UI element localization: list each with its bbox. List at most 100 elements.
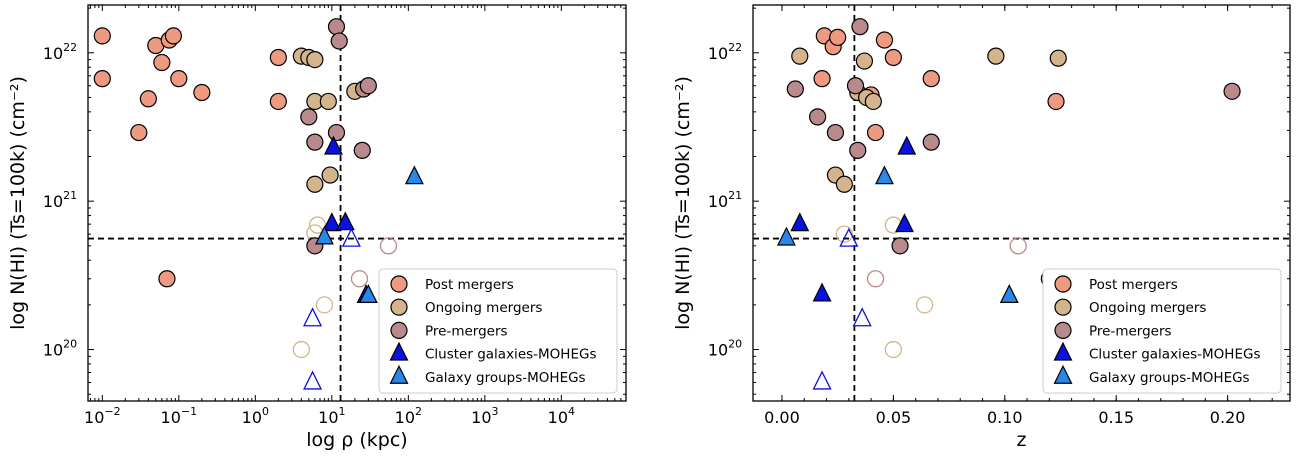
data-point-post [130, 123, 148, 142]
y-tick-label: 1022 [43, 41, 77, 63]
data-point-pre-open [350, 270, 369, 288]
data-point-ongoing [321, 166, 339, 184]
data-point-ongoing-open [835, 225, 854, 243]
legend-marker-pre [390, 321, 408, 339]
data-point-pre [300, 108, 318, 126]
data-point-pre [786, 80, 804, 98]
y-axis-label: log N(HI) (Ts=100k) (cm⁻²) [7, 76, 29, 330]
data-point-pre-open [866, 270, 885, 288]
data-point-post [1047, 92, 1065, 111]
data-point-post [875, 31, 894, 49]
data-point-groups [358, 283, 378, 303]
data-point-cluster-open [839, 227, 859, 247]
chart-panel-redshift: 0.00 0.05 0.10 0.15 0.20 1020 1021 1022 z log N(H… [672, 4, 1291, 451]
x-tick-label: 101 [318, 405, 345, 427]
y-tick-label: 1020 [43, 338, 77, 360]
plot-frame [752, 4, 1291, 402]
legend-label-pre: Pre-mergers [425, 323, 508, 339]
data-point-groups [404, 165, 424, 185]
data-point-pre [359, 77, 377, 95]
legend-label-post: Post mergers [425, 277, 514, 293]
legend-marker-ongoing [1054, 298, 1072, 316]
data-point-post [93, 70, 111, 88]
data-point-groups [314, 225, 334, 245]
data-point-ongoing [864, 92, 882, 111]
x-tick-label: 0.00 [764, 408, 800, 427]
x-tick-label: 103 [471, 405, 498, 427]
x-tick-label: 102 [395, 405, 422, 427]
data-point-post [153, 53, 171, 72]
data-point-pre [327, 123, 346, 142]
data-point-pre [849, 141, 867, 159]
x-tick-label: 0.15 [1098, 408, 1134, 427]
x-tick-label: 10−1 [161, 405, 198, 427]
legend-marker-ongoing [390, 298, 408, 316]
data-point-post [164, 27, 183, 45]
data-point-post [158, 270, 176, 288]
y-axis-label: log N(HI) (Ts=100k) (cm⁻²) [672, 76, 694, 330]
legend: Post mergers Ongoing mergers Pre-mergers Cl… [1042, 268, 1282, 394]
data-point-groups [776, 226, 796, 246]
legend-label-pre: Pre-mergers [1089, 323, 1172, 339]
x-axis-label: log ρ (kpc) [306, 429, 407, 451]
data-point-ongoing-open [292, 340, 311, 359]
data-point-pre-open [1009, 237, 1027, 255]
plot-frame [87, 4, 627, 402]
data-point-cluster [897, 135, 917, 155]
data-point-pre [306, 133, 324, 151]
data-point-post [193, 83, 211, 102]
legend-box [378, 268, 618, 394]
legend-label-groups: Galaxy groups-MOHEGs [425, 370, 586, 386]
y-tick-label: 1021 [43, 189, 77, 211]
chart-panel-rho: 10−2 10−1 100 101 102 103 104 1020 1021 1022 log ρ… [7, 4, 627, 451]
data-point-cluster [323, 135, 343, 155]
data-point-post [269, 48, 287, 67]
data-point-post [922, 70, 940, 88]
x-tick-label: 0.10 [987, 408, 1023, 427]
data-point-pre-open [379, 237, 398, 255]
data-point-pre [353, 141, 371, 159]
legend-label-groups: Galaxy groups-MOHEGs [1089, 370, 1250, 386]
legend-marker-post [1054, 275, 1072, 293]
data-point-pre [809, 108, 827, 126]
data-point-post [884, 48, 902, 67]
data-point-cluster [895, 213, 914, 233]
x-tick-label: 0.05 [876, 408, 912, 427]
legend-marker-groups [389, 364, 409, 384]
data-point-pre [330, 32, 348, 50]
data-point-ongoing [306, 175, 324, 193]
legend-marker-pre [1054, 321, 1072, 339]
data-point-pre [1223, 82, 1241, 100]
x-tick-label: 104 [548, 405, 575, 427]
data-point-pre [826, 123, 845, 142]
data-point-cluster [322, 212, 342, 232]
legend-marker-cluster [389, 341, 409, 361]
data-point-ongoing [1049, 49, 1067, 67]
legend-label-post: Post mergers [1089, 277, 1178, 293]
data-point-post [813, 70, 831, 88]
y-tick-label: 1022 [708, 41, 742, 63]
data-point-post [829, 28, 847, 47]
data-point-pre [922, 133, 940, 151]
legend-marker-groups [1053, 364, 1073, 384]
data-point-ongoing-open [315, 296, 334, 314]
data-point-pre [851, 18, 869, 36]
data-point-cluster [335, 211, 355, 231]
data-point-cluster [812, 282, 832, 302]
data-point-groups [999, 283, 1019, 303]
data-point-cluster-open [812, 370, 832, 390]
data-point-cluster-open [341, 227, 361, 247]
data-point-ongoing [319, 92, 337, 111]
legend-label-cluster: Cluster galaxies-MOHEGs [1089, 347, 1260, 363]
data-point-post [269, 92, 287, 111]
data-point-ongoing-open [884, 340, 903, 359]
data-point-ongoing-open [915, 296, 934, 314]
data-point-pre [327, 18, 346, 36]
legend-label-ongoing: Ongoing mergers [425, 300, 542, 316]
data-point-pre [846, 77, 865, 95]
data-point-cluster-open [852, 307, 872, 327]
y-tick-label: 1020 [708, 338, 742, 360]
data-point-pre [891, 237, 909, 255]
data-point-ongoing [855, 52, 874, 70]
